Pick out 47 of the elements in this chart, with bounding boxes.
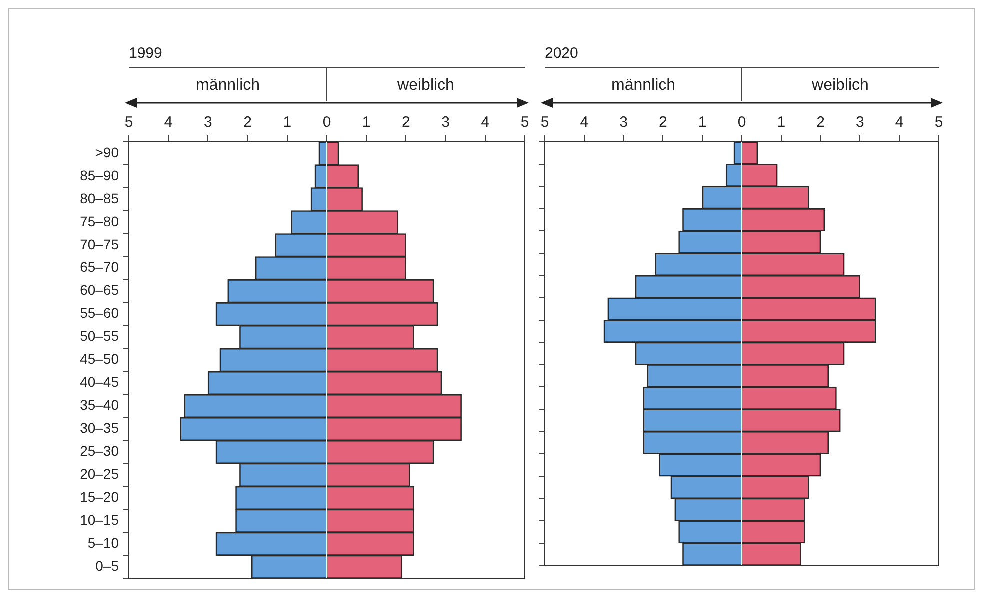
y-tick-label: 25–30 (80, 443, 120, 460)
x-tick-label: 1 (698, 114, 707, 132)
y-tick-label: 5–10 (88, 534, 120, 551)
y-tick-label: 70–75 (80, 236, 120, 252)
y-tick-label: 50–55 (80, 328, 120, 344)
text: weiblich (811, 77, 870, 95)
x-tick-label: 1 (362, 114, 371, 132)
x-tick-label: 1 (283, 114, 292, 132)
x-tick-label: 3 (856, 114, 864, 132)
y-tick-label: 75–80 (80, 213, 120, 230)
y-tick-label: 55–60 (80, 305, 120, 322)
text: männlich (194, 77, 262, 95)
y-tick-label: 15–20 (80, 489, 120, 506)
x-tick-label: 3 (442, 114, 450, 132)
y-tick-label: 65–70 (80, 259, 120, 276)
text: männlich (610, 77, 677, 95)
x-tick-label: 2 (816, 114, 825, 132)
x-tick-label: 4 (164, 114, 173, 132)
y-tick-label: 10–15 (80, 512, 120, 528)
x-tick-label: 5 (520, 114, 530, 132)
chart-title: 1999 (129, 45, 162, 62)
y-tick-label: 45–50 (80, 351, 120, 368)
x-tick-label: 5 (934, 114, 944, 132)
y-tick-label: 20–25 (80, 466, 120, 482)
chart-title: 2020 (545, 45, 578, 62)
y-tick-label: 80–85 (80, 190, 120, 206)
x-tick-label: 0 (738, 114, 746, 132)
x-tick-label: 0 (322, 114, 332, 132)
x-tick-label: 5 (124, 114, 134, 132)
x-tick-label: 3 (204, 114, 212, 132)
text: weiblich (396, 77, 456, 95)
x-tick-label: 2 (659, 114, 668, 132)
x-tick-label: 3 (620, 114, 628, 132)
y-tick-label: 30–35 (80, 420, 120, 436)
x-tick-label: 5 (540, 114, 550, 132)
y-tick-label: 60–65 (80, 282, 120, 298)
x-tick-label: 1 (777, 114, 786, 132)
y-tick-label: 0–5 (96, 558, 120, 574)
y-tick-label: 35–40 (80, 397, 120, 414)
x-tick-label: 4 (580, 114, 589, 132)
x-tick-label: 2 (402, 114, 410, 132)
x-tick-label: 2 (244, 114, 252, 132)
y-tick-label: 85–90 (80, 167, 120, 184)
y-tick-label: 40–45 (80, 374, 120, 390)
y-tick-label: >90 (95, 144, 120, 160)
x-tick-label: 4 (481, 114, 490, 132)
x-tick-label: 4 (895, 114, 904, 132)
